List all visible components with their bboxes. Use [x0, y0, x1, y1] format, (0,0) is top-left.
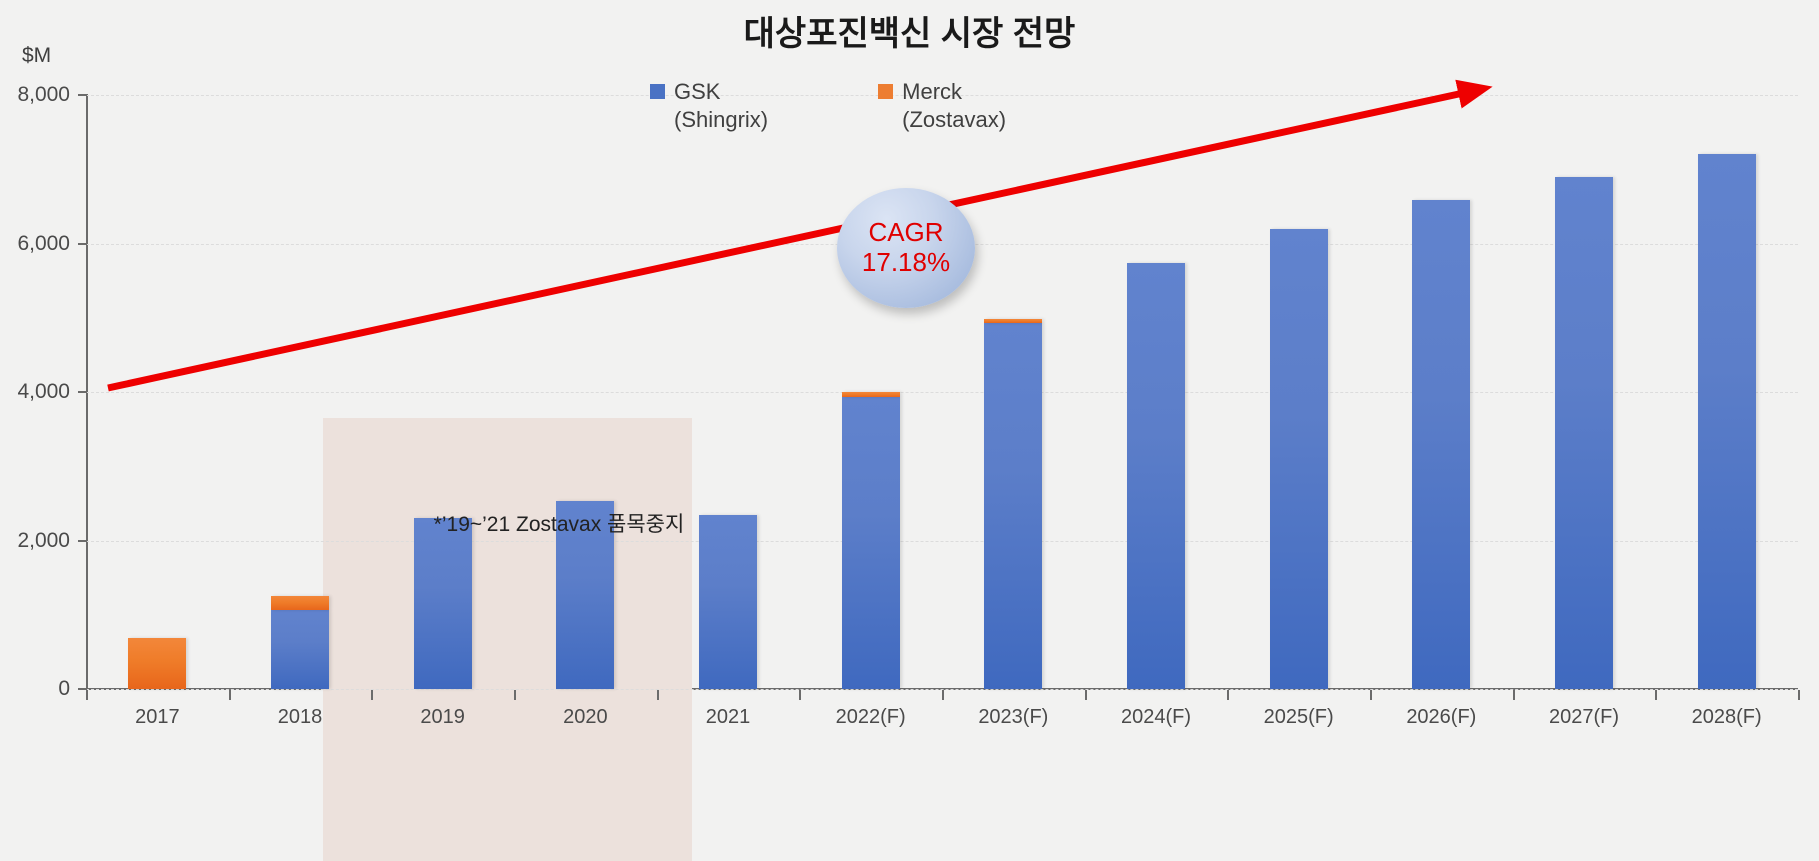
- x-tick-mark: [86, 690, 88, 700]
- legend-product-name: (Shingrix): [674, 106, 769, 132]
- bar-group[interactable]: [1697, 0, 1756, 689]
- legend-item[interactable]: Merck (Zostavax): [878, 78, 1006, 133]
- x-tick-label: 2020: [563, 706, 608, 728]
- zostavax-suspension-band: [323, 418, 692, 861]
- gridline: [86, 689, 1798, 690]
- legend-product-name: (Zostavax): [902, 106, 1007, 132]
- chart-title: 대상포진백신 시장 전망: [743, 15, 1076, 53]
- bar-group[interactable]: [1412, 0, 1471, 689]
- cagr-value: 17.18%: [861, 247, 951, 277]
- bar-segment-merck[interactable]: [271, 595, 329, 610]
- legend-label: Merck (Zostavax): [902, 78, 1006, 133]
- x-tick-mark: [1512, 690, 1515, 700]
- bar-group[interactable]: [699, 0, 757, 689]
- gridline: [86, 392, 1798, 393]
- cagr-label: CAGR: [868, 217, 944, 248]
- y-tick-mark: [78, 391, 87, 393]
- x-tick-label: 2021: [705, 706, 751, 728]
- x-tick-mark: [656, 690, 659, 700]
- x-tick-label: 2025(F): [1263, 706, 1334, 728]
- bar-segment-gsk[interactable]: [1412, 200, 1471, 689]
- y-tick-mark: [78, 242, 87, 245]
- bar-segment-gsk[interactable]: [1555, 177, 1613, 689]
- legend-company-name: Merck: [902, 79, 963, 104]
- bar-segment-gsk[interactable]: [1697, 153, 1756, 689]
- y-tick-mark: [78, 688, 87, 690]
- gridline: [86, 540, 1798, 542]
- bar-segment-gsk[interactable]: [271, 609, 329, 689]
- bar-group[interactable]: [128, 0, 187, 689]
- x-tick-mark: [1084, 690, 1087, 700]
- x-tick-mark: [799, 690, 802, 700]
- x-tick-label: 2027(F): [1548, 706, 1620, 728]
- y-axis-unit-label: $M: [22, 44, 52, 67]
- x-tick-mark: [371, 690, 374, 700]
- x-tick-label: 2026(F): [1406, 706, 1477, 728]
- x-tick-mark: [228, 690, 231, 700]
- bar-segment-gsk[interactable]: [556, 501, 615, 689]
- bar-segment-merck[interactable]: [984, 319, 1043, 323]
- x-tick-label: 2018: [277, 706, 323, 728]
- cagr-bubble: CAGR 17.18%: [837, 188, 975, 308]
- x-tick-label: 2028(F): [1691, 706, 1762, 728]
- x-tick-mark: [1370, 690, 1372, 700]
- chart-legend: GSK (Shingrix) Merck (Zostavax): [650, 78, 1006, 133]
- x-tick-mark: [942, 690, 944, 700]
- bar-segment-gsk[interactable]: [413, 518, 472, 689]
- legend-label: GSK (Shingrix): [674, 78, 768, 133]
- y-tick-label: 4,000: [17, 380, 70, 403]
- y-tick-label: 0: [58, 677, 70, 700]
- y-tick-label: 8,000: [17, 83, 70, 106]
- bar-group[interactable]: [556, 0, 615, 689]
- x-tick-mark: [1798, 690, 1800, 700]
- bar-segment-gsk[interactable]: [841, 397, 900, 689]
- x-tick-mark: [514, 690, 516, 700]
- legend-swatch-icon: [878, 84, 894, 99]
- x-tick-label: 2017: [135, 706, 180, 728]
- y-tick-mark: [78, 539, 87, 542]
- zostavax-suspension-note: *’19~’21 Zostavax 품목중지: [433, 513, 685, 536]
- bar-group[interactable]: [1555, 0, 1613, 689]
- bar-group[interactable]: [413, 0, 472, 689]
- bar-segment-gsk[interactable]: [984, 322, 1043, 689]
- legend-item[interactable]: GSK (Shingrix): [650, 78, 768, 133]
- x-tick-mark: [1227, 690, 1230, 700]
- bar-segment-merck[interactable]: [128, 637, 187, 689]
- x-tick-mark: [1655, 690, 1658, 700]
- y-tick-label: 6,000: [17, 231, 70, 255]
- bar-group[interactable]: [1269, 0, 1328, 689]
- bar-segment-gsk[interactable]: [1127, 262, 1185, 689]
- bar-segment-gsk[interactable]: [699, 514, 757, 689]
- bar-segment-gsk[interactable]: [1269, 228, 1328, 689]
- x-tick-label: 2019: [420, 706, 465, 728]
- bar-group[interactable]: [841, 0, 900, 689]
- y-tick-label: 2,000: [17, 528, 70, 552]
- x-tick-label: 2024(F): [1120, 706, 1192, 728]
- bar-segment-merck[interactable]: [841, 392, 900, 398]
- legend-company-name: GSK: [674, 79, 721, 104]
- y-tick-mark: [78, 94, 87, 96]
- x-tick-label: 2023(F): [978, 706, 1049, 728]
- bar-group[interactable]: [271, 0, 329, 689]
- x-tick-label: 2022(F): [835, 706, 906, 728]
- legend-swatch-icon: [650, 84, 665, 99]
- bar-group[interactable]: [1127, 0, 1185, 689]
